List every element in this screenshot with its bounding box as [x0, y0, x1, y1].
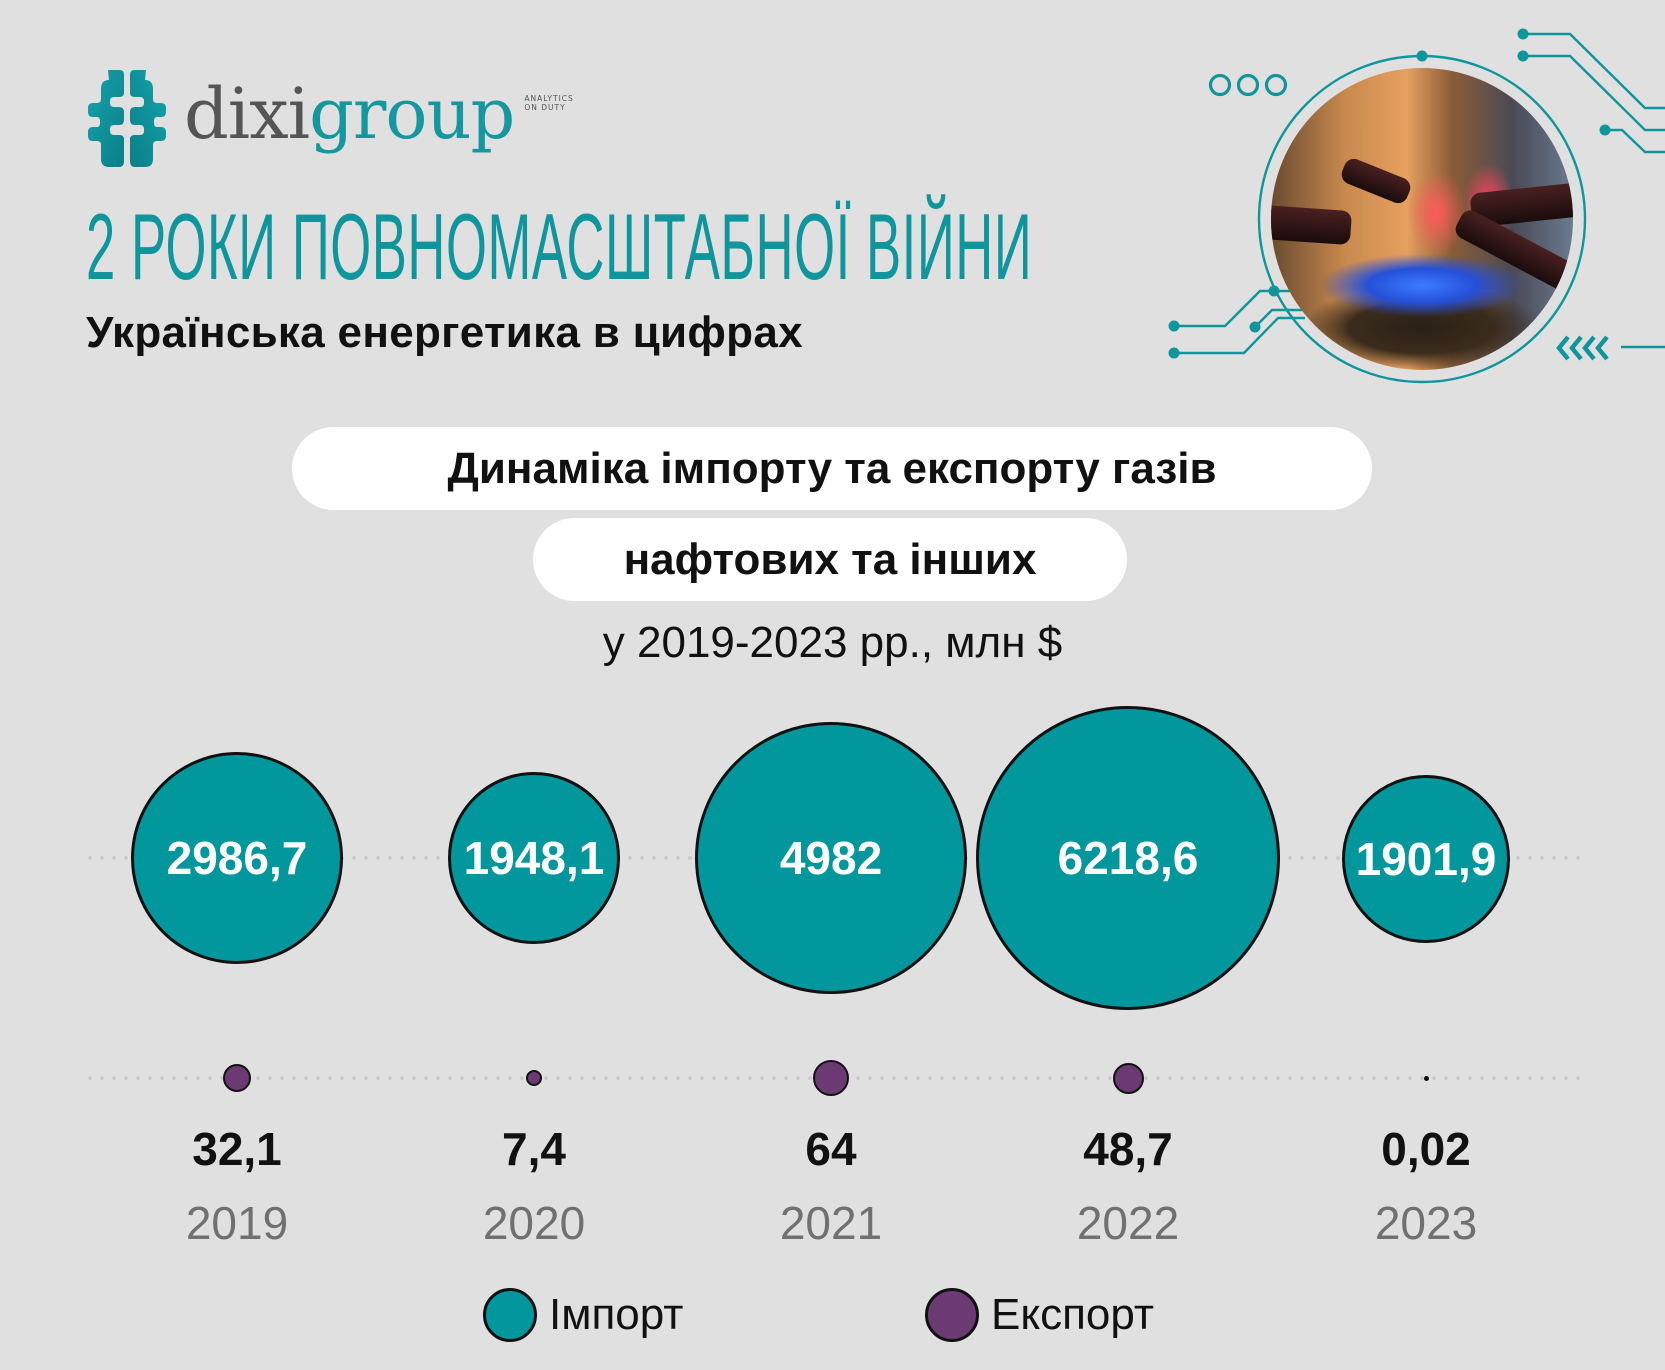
legend-item-import: Імпорт — [483, 1288, 683, 1342]
tagline-line1: ANALYTICS — [524, 94, 574, 104]
import-bubble-2020: 1948,1 — [448, 772, 620, 944]
page-headline: 2 РОКИ ПОВНОМАСШТАБНОЇ ВІЙНИ — [86, 194, 1033, 299]
import-value-2023: 1901,9 — [1355, 833, 1497, 885]
export-dot-2022 — [1113, 1063, 1144, 1094]
export-value-2020: 7,4 — [502, 1123, 566, 1175]
year-label-2020: 2020 — [482, 1197, 586, 1249]
import-bubble-2019: 2986,7 — [131, 752, 343, 964]
chart-legend: Імпорт Експорт — [483, 1288, 1203, 1344]
import-value-2019: 2986,7 — [166, 832, 308, 884]
chevrons-left-icon — [1556, 335, 1609, 361]
export-value-2021: 64 — [805, 1123, 857, 1175]
year-label-2023: 2023 — [1374, 1197, 1478, 1249]
tagline-line2: ON DUTY — [524, 103, 566, 112]
import-bubble-2022: 6218,6 — [976, 706, 1280, 1010]
export-dot-2023 — [1424, 1076, 1429, 1081]
export-value-2019: 32,1 — [192, 1123, 282, 1175]
chart-title-line1: Динаміка імпорту та експорту газів — [292, 427, 1372, 510]
brand-name-dixi: dixi — [184, 73, 310, 155]
export-dot-2019 — [223, 1064, 251, 1092]
year-label-2021: 2021 — [779, 1197, 883, 1249]
gas-burner-flame-photo — [1271, 68, 1573, 370]
page-subheadline: Українська енергетика в цифрах — [86, 308, 803, 357]
chart-title-line2: нафтових та інших — [533, 518, 1127, 601]
brand-wordmark: dixigroup — [184, 79, 515, 149]
year-label-2019: 2019 — [185, 1197, 289, 1249]
import-value-2022: 6218,6 — [1057, 832, 1199, 884]
brand-tagline: ANALYTICS ON DUTY — [524, 95, 573, 112]
legend-import-swatch — [483, 1288, 537, 1342]
import-value-2021: 4982 — [779, 832, 883, 884]
brand-logo: dixigroup ANALYTICS ON DUTY — [84, 68, 574, 168]
circuit-lines-icon — [1168, 28, 1665, 384]
export-dot-2020 — [526, 1070, 542, 1086]
year-label-2022: 2022 — [1076, 1197, 1180, 1249]
legend-export-label: Експорт — [991, 1290, 1155, 1339]
export-dot-2021 — [813, 1060, 849, 1096]
import-value-2020: 1948,1 — [463, 832, 605, 884]
chart-subtitle: у 2019-2023 рр., млн $ — [602, 618, 1063, 667]
legend-export-swatch — [925, 1288, 979, 1342]
import-bubble-2021: 4982 — [695, 722, 967, 994]
brand-name-group: group — [309, 73, 515, 155]
export-value-2023: 0,02 — [1381, 1123, 1471, 1175]
legend-item-export: Експорт — [925, 1288, 1154, 1342]
export-value-2022: 48,7 — [1083, 1123, 1173, 1175]
three-rings-icon — [1208, 73, 1288, 97]
legend-import-label: Імпорт — [549, 1290, 684, 1339]
dixigroup-brackets-icon — [88, 70, 166, 167]
import-bubble-2023: 1901,9 — [1342, 775, 1510, 943]
